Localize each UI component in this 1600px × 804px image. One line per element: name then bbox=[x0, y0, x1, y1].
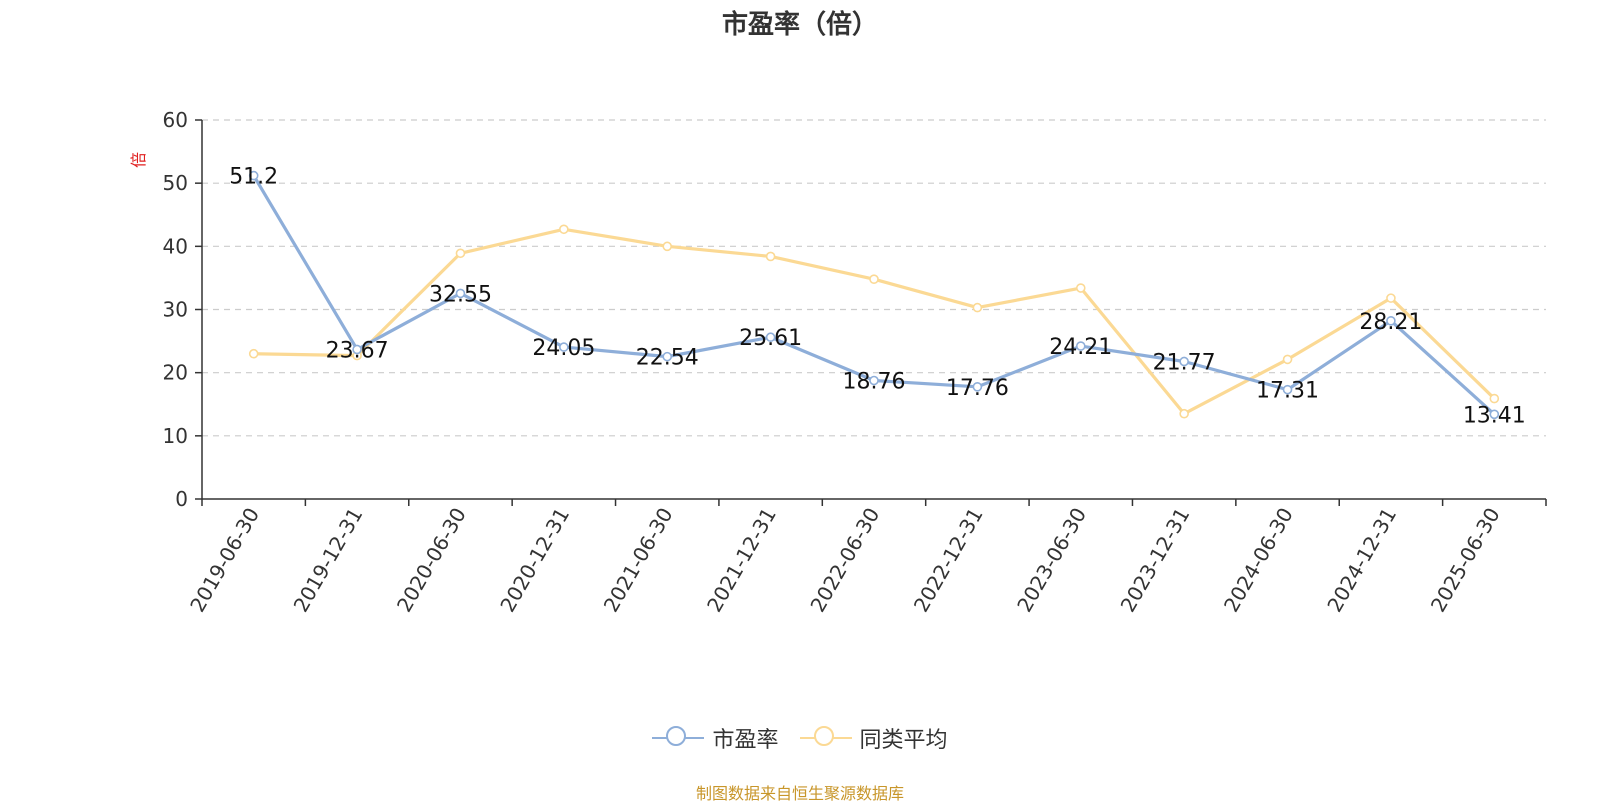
data-label: 22.54 bbox=[636, 346, 699, 371]
y-tick-label: 40 bbox=[163, 234, 188, 258]
x-tick-label: 2022-12-31 bbox=[909, 504, 988, 617]
legend-swatch-pe bbox=[652, 724, 705, 752]
legend-swatch-peer-average bbox=[799, 724, 852, 752]
x-tick-label: 2021-12-31 bbox=[702, 504, 781, 617]
series-point-1 bbox=[559, 224, 569, 235]
legend: 市盈率 同类平均 bbox=[0, 722, 1600, 756]
grid-lines bbox=[202, 119, 1546, 437]
y-axis-label: 倍 bbox=[129, 152, 148, 168]
y-tick-label: 20 bbox=[163, 361, 188, 385]
x-tick-label: 2024-12-31 bbox=[1322, 504, 1401, 617]
series-point-0 bbox=[248, 170, 259, 181]
series-point-0 bbox=[1179, 356, 1189, 367]
data-label: 32.55 bbox=[429, 282, 492, 307]
series-point-1 bbox=[765, 251, 776, 262]
legend-item-peer-average[interactable]: 同类平均 bbox=[799, 722, 948, 754]
y-tick-label: 50 bbox=[163, 171, 188, 195]
y-tick-label: 30 bbox=[163, 298, 188, 322]
data-label: 51.2 bbox=[229, 165, 278, 190]
data-labels: 51.2 23.67 32.55 24.05 22.54 25.61 18.76 17.76 2… bbox=[229, 165, 1526, 429]
x-tick-label: 2023-12-31 bbox=[1116, 504, 1195, 617]
series-point-0 bbox=[1489, 409, 1500, 420]
series-point-0 bbox=[972, 382, 983, 392]
series-lines bbox=[248, 170, 1500, 420]
data-label: 18.76 bbox=[843, 369, 906, 394]
series-point-0 bbox=[765, 332, 776, 343]
legend-label-pe: 市盈率 bbox=[712, 728, 779, 753]
data-label: 24.21 bbox=[1049, 335, 1112, 360]
series-point-1 bbox=[1075, 283, 1086, 293]
x-tick-label: 2020-12-31 bbox=[495, 504, 574, 617]
data-label: 23.67 bbox=[326, 338, 389, 363]
series-point-1 bbox=[248, 348, 259, 359]
x-tick-label: 2022-06-30 bbox=[805, 504, 884, 617]
data-label: 28.21 bbox=[1359, 310, 1422, 335]
series-point-1 bbox=[1386, 293, 1396, 303]
series-point-1 bbox=[972, 302, 983, 313]
x-tick-label: 2019-12-31 bbox=[289, 504, 368, 617]
data-label: 17.31 bbox=[1256, 379, 1319, 404]
series-point-1 bbox=[1282, 354, 1293, 365]
series-point-0 bbox=[352, 344, 362, 355]
x-tick-label: 2023-06-30 bbox=[1012, 504, 1091, 617]
x-tick-label: 2021-06-30 bbox=[599, 504, 678, 617]
series-point-0 bbox=[1075, 341, 1086, 351]
series-point-1 bbox=[662, 241, 673, 252]
x-tick-label: 2020-06-30 bbox=[392, 504, 471, 617]
x-tick-label: 2019-06-30 bbox=[185, 504, 264, 617]
y-tick-label: 10 bbox=[163, 424, 188, 448]
x-tick-label: 2024-06-30 bbox=[1219, 504, 1298, 617]
source-note: 制图数据来自恒生聚源数据库 bbox=[695, 784, 904, 803]
legend-label-peer-average: 同类平均 bbox=[859, 728, 948, 753]
data-label: 21.77 bbox=[1153, 350, 1216, 375]
y-tick-label: 60 bbox=[163, 108, 188, 132]
y-tick-label: 0 bbox=[175, 487, 188, 511]
data-label: 24.05 bbox=[532, 336, 595, 361]
series-point-0 bbox=[869, 375, 879, 386]
series-point-0 bbox=[455, 288, 466, 299]
series-point-1 bbox=[869, 274, 879, 284]
data-label: 17.76 bbox=[946, 376, 1009, 401]
x-tick-label: 2025-06-30 bbox=[1426, 504, 1505, 617]
data-label: 25.61 bbox=[739, 326, 802, 351]
legend-item-pe[interactable]: 市盈率 bbox=[652, 722, 778, 754]
series-point-1 bbox=[1489, 393, 1500, 404]
series-point-1 bbox=[1179, 408, 1189, 419]
series-point-1 bbox=[455, 248, 466, 259]
series-point-0 bbox=[1386, 316, 1396, 326]
series-point-0 bbox=[559, 342, 569, 352]
data-label: 13.41 bbox=[1463, 403, 1526, 428]
series-point-0 bbox=[1282, 384, 1293, 395]
chart-title: 市盈率（倍） bbox=[721, 10, 878, 40]
series-point-0 bbox=[662, 351, 673, 362]
